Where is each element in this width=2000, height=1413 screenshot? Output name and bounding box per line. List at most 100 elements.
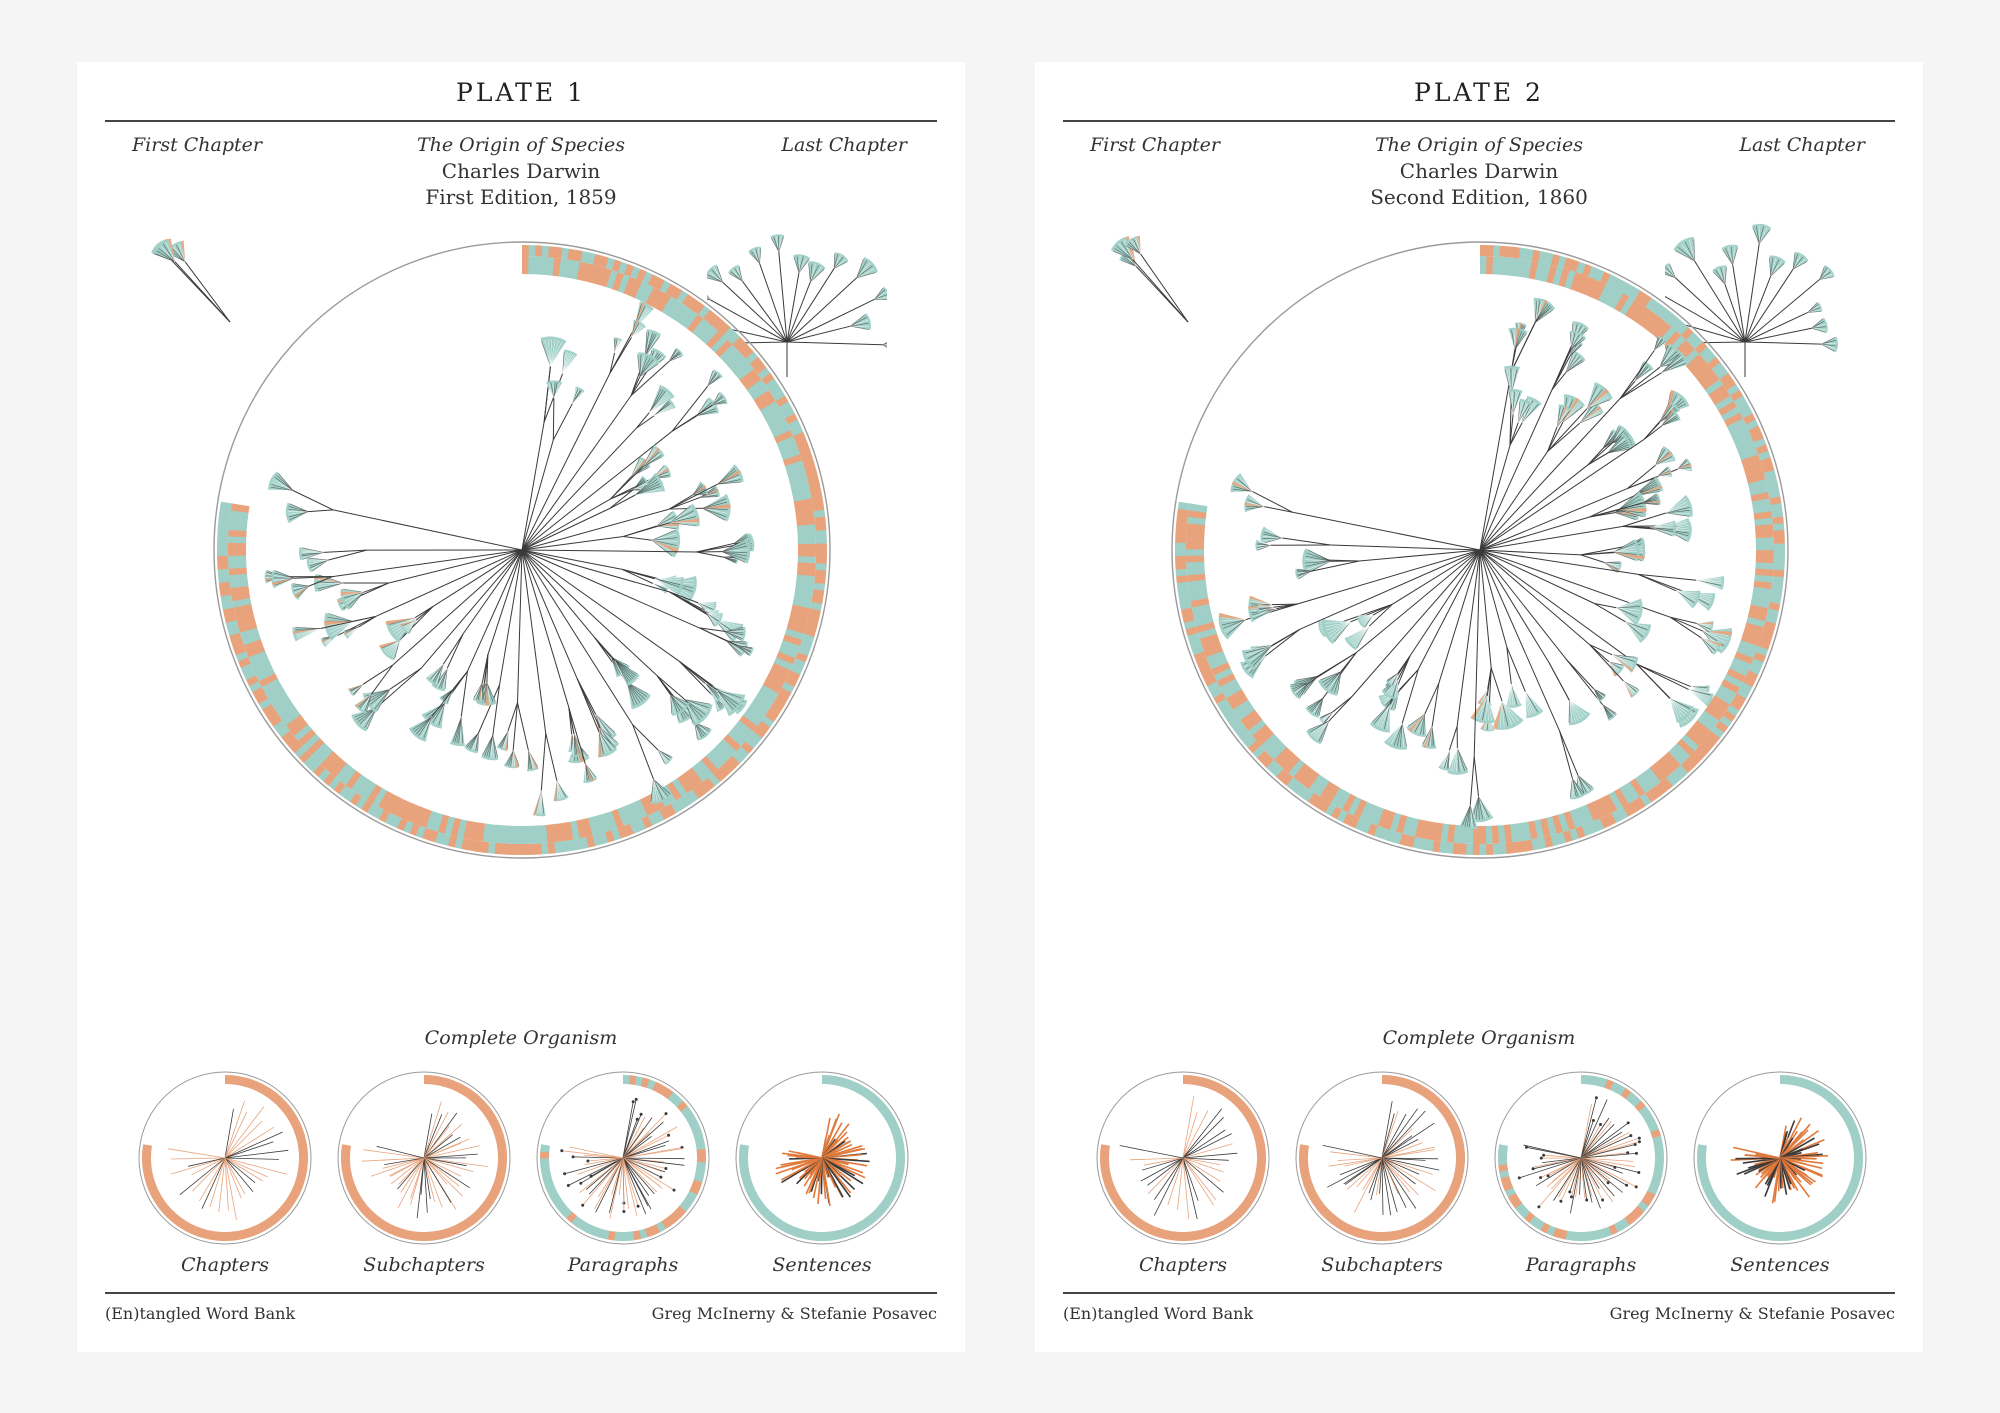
organism-ring-inner [539,825,548,844]
organism-twig [1569,700,1582,720]
organism-ring-outer [1711,726,1725,739]
organism-branch [699,627,726,632]
small-ring-segment [1426,1091,1438,1104]
organism-twig [653,779,669,797]
organism-twig [650,779,654,802]
small-ring-segment [875,1100,888,1113]
organism-twig [1364,615,1374,628]
organism-twig [637,354,641,377]
organism-twig [1310,721,1329,735]
organism-ring-inner [1672,743,1690,761]
last-chapter-branch [759,263,788,343]
organism-twig [1625,621,1644,638]
organism-twig [1655,456,1673,466]
chapters-chart [1096,1071,1270,1245]
organism-twig [1690,686,1708,691]
organism-ring-inner [271,694,291,710]
organism-twig [490,735,494,758]
organism-twig [1661,353,1680,374]
organism-twig [1501,701,1519,722]
organism-branch [521,549,658,677]
last-chapter-twig [833,254,838,269]
organism-ring-inner [522,256,530,275]
organism-twig [1407,713,1425,727]
organism-fan [642,445,665,467]
organism-branch [512,702,518,751]
organism-fan-accent [553,780,557,802]
small-ring-segment [298,1148,308,1157]
organism-ring-outer [294,745,307,758]
organism-twig [1677,461,1689,470]
organism-ring-inner [407,804,421,824]
organism-branch [1397,655,1411,674]
organism-ring-outer [217,548,229,557]
organism-branch [1580,551,1614,556]
organism-ring-outer [1499,245,1508,258]
organism-twig [1659,354,1680,368]
small-ring-segment [1441,1196,1454,1207]
small-outline [1295,1071,1469,1245]
organism-ring-outer [1367,823,1378,836]
organism-ring-inner [1755,537,1774,545]
organism-twig [707,377,722,387]
organism-twig [1659,347,1672,368]
small-ring-segment [1429,1210,1441,1222]
small-ring-segment [215,1231,224,1241]
organism-branch [320,615,376,629]
organism-twig [556,780,561,799]
organism-ring-outer [787,419,801,431]
organism-twig [1634,369,1652,382]
small-ring-segment [1298,1157,1309,1166]
organism-twig [1237,478,1253,492]
organism-twig [1602,704,1609,720]
last-chapter-twig [1792,256,1804,270]
small-dot [1626,1151,1630,1155]
last-chapter-twig [707,298,711,301]
organism-branch [1479,549,1595,604]
organism-ring-inner [1744,466,1764,479]
organism-ring-inner [1755,530,1774,539]
organism-twig [702,508,725,521]
organism-ring-inner [1714,395,1734,411]
organism-branch [1479,549,1590,645]
organism-ring-inner [1552,266,1564,286]
organism-twig [1512,392,1521,415]
organism-ring-inner [788,473,808,485]
organism-twig [654,577,681,579]
organism-twig [1614,512,1637,517]
organism-twig [653,779,655,802]
organism-twig [712,395,723,406]
organism-twig [1700,637,1717,650]
small-ring-segment [282,1105,295,1117]
small-ring-segment [353,1197,366,1209]
organism-twig [1661,364,1687,374]
organism-twig [1308,721,1329,731]
last-chapter-twig [778,236,782,252]
small-ring-segment [894,1142,905,1151]
organism-twig [1700,637,1713,654]
first-chapter-twig [1114,248,1133,260]
organism-twig [1688,689,1706,706]
small-branch [1182,1157,1214,1206]
organism-ring-inner [789,479,809,491]
organism-twig [293,585,309,592]
small-branch [1140,1157,1184,1182]
organism-twig [1661,363,1686,374]
organism-ring-outer [527,843,536,855]
small-branch [780,1157,823,1166]
small-ring-segment [1507,1192,1519,1203]
last-chapter-twig [729,273,743,282]
last-chapter-twig [1665,271,1676,279]
organism-twig [310,559,329,568]
organism-ring-inner [1459,825,1468,844]
organism-ring-outer [647,813,659,826]
last-chapter-twig [1807,311,1822,313]
organism-ring-inner [1492,256,1501,275]
organism-ring-inner [495,824,504,844]
organism-twig [1688,689,1711,696]
organism-twig [614,659,638,675]
organism-ring-inner [366,784,382,804]
organism-twig [696,408,716,417]
organism-twig [614,340,622,353]
organism-ring-outer [675,796,688,810]
